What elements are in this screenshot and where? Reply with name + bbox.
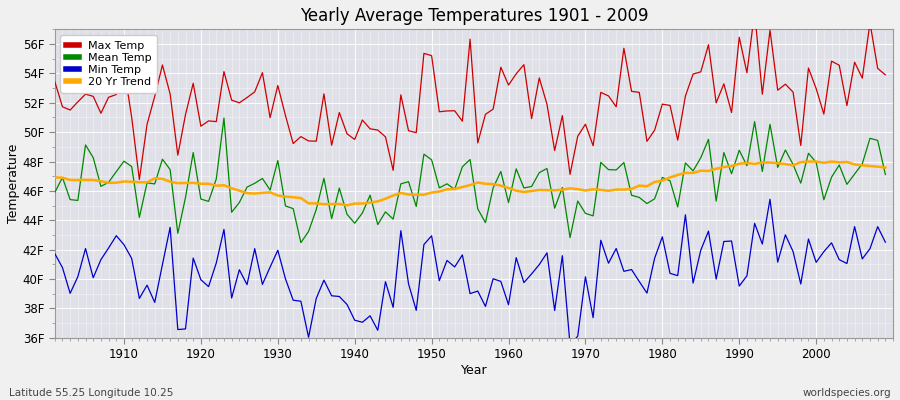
Max Temp xyxy=(334,110,345,115)
Mean Temp xyxy=(219,116,230,120)
Max Temp xyxy=(503,83,514,88)
Line: 20 Yr Trend: 20 Yr Trend xyxy=(55,162,886,205)
Text: Latitude 55.25 Longitude 10.25: Latitude 55.25 Longitude 10.25 xyxy=(9,388,174,398)
20 Yr Trend xyxy=(280,194,291,199)
Mean Temp xyxy=(288,206,299,211)
20 Yr Trend xyxy=(511,188,522,193)
Y-axis label: Temperature: Temperature xyxy=(7,144,20,223)
Line: Max Temp: Max Temp xyxy=(55,12,886,180)
Min Temp xyxy=(765,197,776,202)
Max Temp xyxy=(134,177,145,182)
20 Yr Trend xyxy=(826,159,837,164)
Mean Temp xyxy=(342,212,353,217)
20 Yr Trend xyxy=(326,202,337,206)
20 Yr Trend xyxy=(603,188,614,193)
Max Temp xyxy=(288,141,299,146)
Min Temp xyxy=(564,342,575,347)
Min Temp xyxy=(880,240,891,245)
Min Temp xyxy=(111,233,122,238)
Mean Temp xyxy=(880,172,891,177)
20 Yr Trend xyxy=(503,186,514,190)
Min Temp xyxy=(603,261,614,266)
Title: Yearly Average Temperatures 1901 - 2009: Yearly Average Temperatures 1901 - 2009 xyxy=(300,7,648,25)
Max Temp xyxy=(50,79,60,84)
Max Temp xyxy=(749,10,760,14)
Mean Temp xyxy=(295,240,306,245)
X-axis label: Year: Year xyxy=(461,364,487,377)
Max Temp xyxy=(511,71,522,76)
Max Temp xyxy=(880,72,891,77)
20 Yr Trend xyxy=(880,165,891,170)
Max Temp xyxy=(603,94,614,98)
Min Temp xyxy=(503,302,514,307)
Min Temp xyxy=(495,279,506,284)
Max Temp xyxy=(111,92,122,97)
Mean Temp xyxy=(611,168,622,172)
Mean Temp xyxy=(518,186,529,190)
20 Yr Trend xyxy=(111,180,122,185)
20 Yr Trend xyxy=(342,203,353,208)
Mean Temp xyxy=(50,190,60,195)
Mean Temp xyxy=(111,169,122,174)
Min Temp xyxy=(280,276,291,281)
Line: Min Temp: Min Temp xyxy=(55,199,886,345)
Legend: Max Temp, Mean Temp, Min Temp, 20 Yr Trend: Max Temp, Mean Temp, Min Temp, 20 Yr Tre… xyxy=(60,35,158,93)
20 Yr Trend xyxy=(50,175,60,180)
Line: Mean Temp: Mean Temp xyxy=(55,118,886,243)
Mean Temp xyxy=(511,166,522,171)
Min Temp xyxy=(50,251,60,256)
Min Temp xyxy=(326,293,337,298)
Text: worldspecies.org: worldspecies.org xyxy=(803,388,891,398)
